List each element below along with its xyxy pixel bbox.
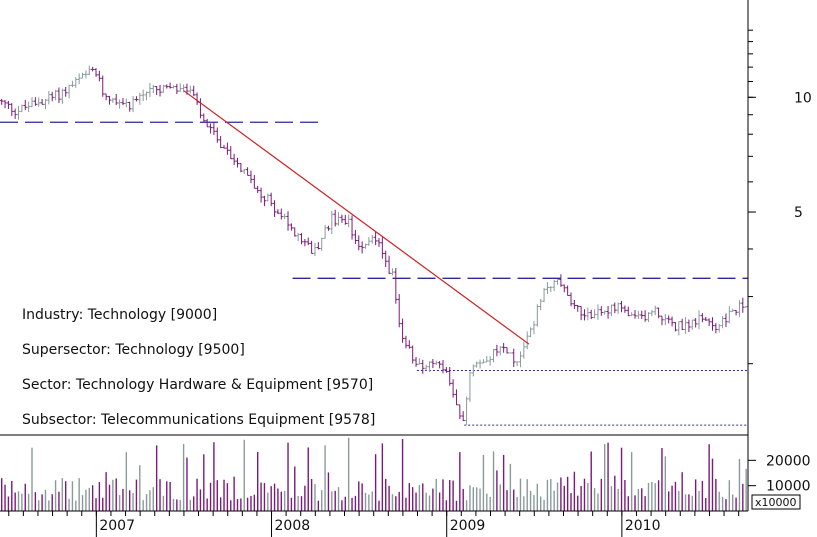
sector-label: Sector: Technology Hardware & Equipment … <box>22 377 374 393</box>
year-label: 2009 <box>450 518 486 534</box>
year-label: 2010 <box>625 518 661 534</box>
volume-tick-label: 10000 <box>766 479 811 495</box>
volume-multiplier-box: x10000 <box>751 494 801 510</box>
year-label: 2007 <box>99 518 135 534</box>
time-axis-ticks: 2007 2008 2009 2010 <box>8 511 740 537</box>
supersector-label: Supersector: Technology [9500] <box>22 342 245 358</box>
industry-label: Industry: Technology [9000] <box>22 307 218 323</box>
price-tick-label: 10 <box>794 90 812 106</box>
volume-bars <box>0 437 747 511</box>
volume-tick-label: 20000 <box>766 453 811 469</box>
trend-line <box>183 90 530 345</box>
price-candles <box>0 65 748 425</box>
volume-axis-ticks: 20000 10000 <box>748 453 811 495</box>
subsector-label: Subsector: Telecommunications Equipment … <box>22 412 376 428</box>
year-label: 2008 <box>275 518 311 534</box>
trend-lines <box>183 90 530 345</box>
price-axis-ticks: 10 5 <box>748 29 812 365</box>
support-lines <box>0 121 748 426</box>
volume-multiplier-label: x10000 <box>755 496 797 509</box>
price-tick-label: 5 <box>794 205 803 221</box>
